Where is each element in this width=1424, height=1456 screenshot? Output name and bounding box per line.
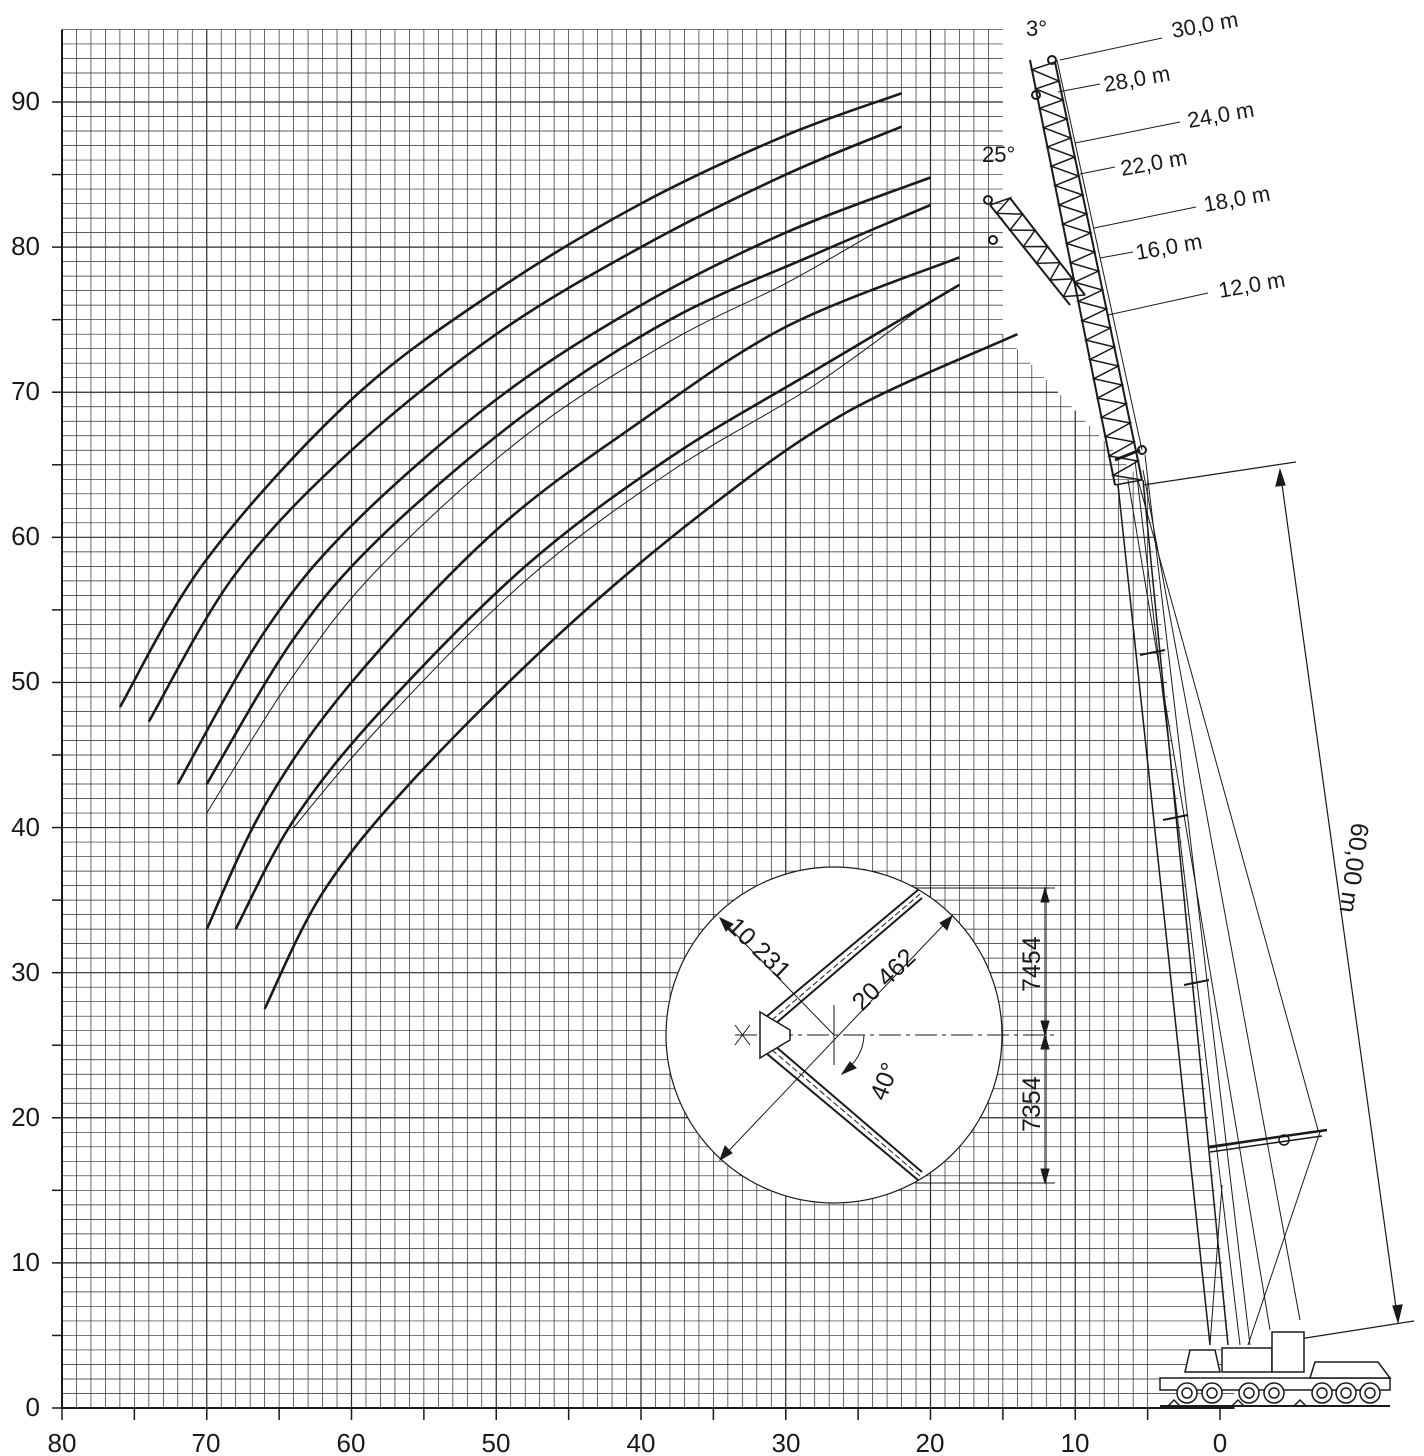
y-tick-label: 20 <box>11 1102 40 1132</box>
luffing-strut <box>1207 1128 1328 1153</box>
crane-carrier <box>1159 1331 1392 1407</box>
jib-at-25-degrees <box>983 195 1086 306</box>
inset-upper-boom <box>759 889 923 1031</box>
x-tick-label: 50 <box>482 1428 511 1456</box>
inset-lower-height-label: 7354 <box>1018 1076 1046 1132</box>
range-curve <box>206 233 873 814</box>
main-boom-length-label: 60,00 m <box>1333 821 1373 914</box>
y-tick-label: 90 <box>11 86 40 116</box>
inset-detail <box>665 866 1055 1204</box>
chart-axes <box>52 29 1235 1420</box>
range-curve <box>147 125 902 723</box>
crane-drawing <box>983 37 1415 1346</box>
x-tick-label: 80 <box>48 1428 77 1456</box>
jib-length-label: 30,0 m <box>1170 7 1241 43</box>
carrier-wheels <box>1176 1382 1381 1404</box>
range-curve <box>234 283 961 930</box>
y-tick-label: 10 <box>11 1247 40 1277</box>
jib-length-leaders <box>1057 37 1209 316</box>
range-curve <box>176 176 931 785</box>
x-tick-labels: 80 70 60 50 40 30 20 10 0 <box>48 1428 1228 1456</box>
jib-length-label: 12,0 m <box>1217 267 1288 303</box>
range-curves <box>118 92 1018 1010</box>
boom-length-dimension <box>1142 461 1415 1343</box>
x-tick-label: 60 <box>337 1428 366 1456</box>
y-tick-label: 80 <box>11 231 40 261</box>
luffing-jib <box>1029 55 1147 486</box>
jib-length-label: 18,0 m <box>1202 181 1273 217</box>
jib-length-label: 24,0 m <box>1186 97 1257 133</box>
y-tick-label: 40 <box>11 812 40 842</box>
range-curve <box>205 203 932 785</box>
inset-upper-height-label: 7454 <box>1018 936 1046 992</box>
jib-length-label: 16,0 m <box>1134 229 1205 265</box>
y-tick-label: 60 <box>11 521 40 551</box>
range-curve <box>205 256 960 930</box>
y-tick-label: 30 <box>11 957 40 987</box>
chart-grid <box>62 29 1235 1408</box>
jib-angle-25-label: 25° <box>982 142 1015 167</box>
y-tick-label: 70 <box>11 376 40 406</box>
x-tick-label: 70 <box>192 1428 221 1456</box>
jib-angle-3-label: 3° <box>1026 16 1047 41</box>
range-curve <box>118 92 902 708</box>
x-tick-label: 40 <box>627 1428 656 1456</box>
y-tick-label: 50 <box>11 666 40 696</box>
range-curve <box>293 300 931 828</box>
main-boom <box>1117 454 1251 1346</box>
x-tick-label: 0 <box>1213 1428 1227 1456</box>
y-tick-labels: 0 10 20 30 40 50 60 70 80 90 <box>11 86 40 1422</box>
x-tick-label: 10 <box>1061 1428 1090 1456</box>
range-curve <box>263 333 1018 1010</box>
y-tick-label: 0 <box>26 1392 40 1422</box>
x-tick-label: 20 <box>916 1428 945 1456</box>
inset-lower-boom <box>759 1039 923 1181</box>
jib-length-label: 28,0 m <box>1102 61 1173 97</box>
x-tick-label: 30 <box>772 1428 801 1456</box>
jib-length-label: 22,0 m <box>1119 145 1190 181</box>
